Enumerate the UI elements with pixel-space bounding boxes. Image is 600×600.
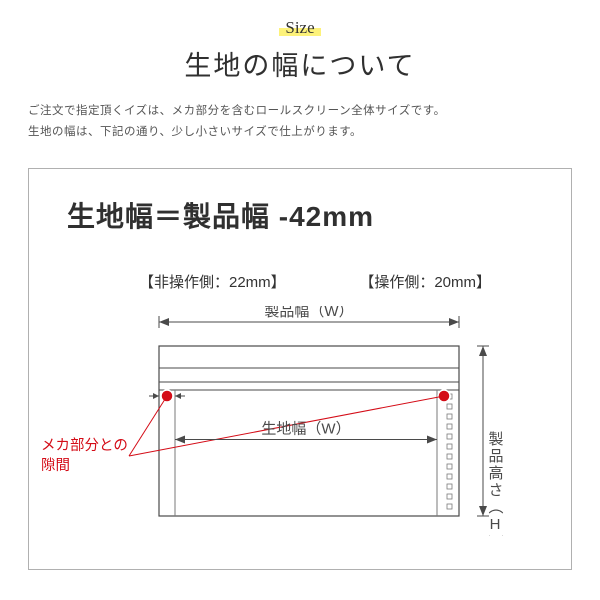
page-title: 生地の幅について [28,44,572,83]
svg-text:生地幅（W）: 生地幅（W） [261,420,350,437]
svg-text:製品幅（W）: 製品幅（W） [264,306,353,320]
desc-line: ご注文で指定頂くイズは、メカ部分を含むロールスクリーン全体サイズです。 [28,101,572,122]
meka-label: メカ部分との 隙間 [41,436,128,477]
formula-text: 生地幅＝製品幅 -42mm [67,195,561,235]
measurement-diagram: 製品幅（W） 生地幅（W） 製品高さ（H） [39,306,559,536]
description: ご注文で指定頂くイズは、メカ部分を含むロールスクリーン全体サイズです。 生地の幅… [28,101,572,144]
gap-left-label: 【非操作側：22mm】 [139,271,286,292]
size-badge: Size [283,18,316,38]
desc-line: 生地の幅は、下記の通り、少し小さいサイズで仕上がります。 [28,122,572,143]
svg-text:製品高さ（H）: 製品高さ（H） [487,431,504,536]
spec-panel: 生地幅＝製品幅 -42mm 【非操作側：22mm】 【操作側：20mm】 メカ部… [28,168,572,570]
diagram-wrap: メカ部分との 隙間 製品幅（W） 生地幅（W） 製品高さ（H） [39,306,561,536]
gap-right-label: 【操作側：20mm】 [359,271,491,292]
